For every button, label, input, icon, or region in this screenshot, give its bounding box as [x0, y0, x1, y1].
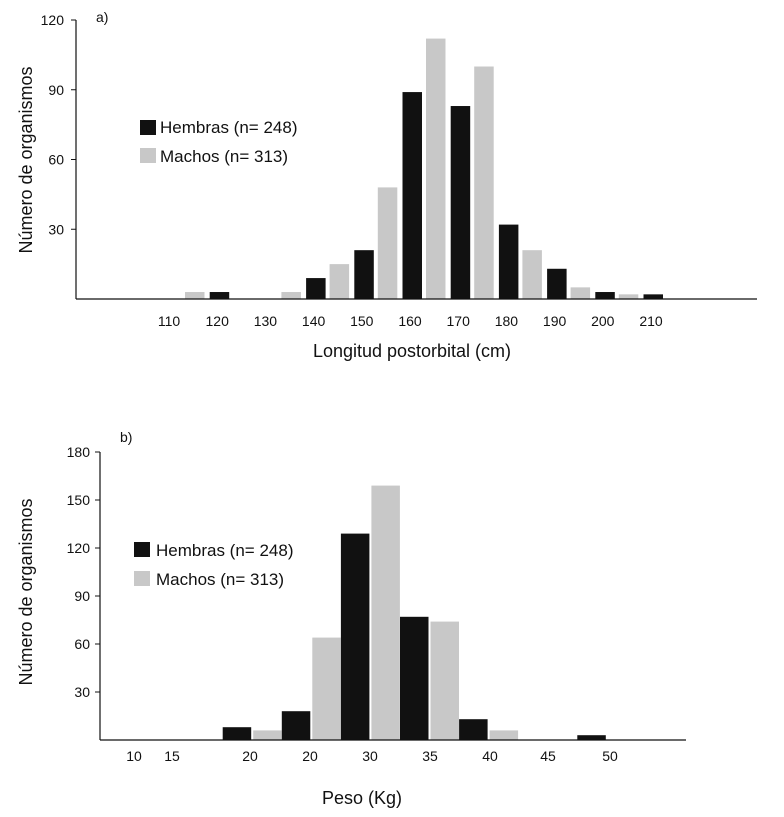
- legend-swatch-hembras-a: [140, 120, 156, 135]
- y-tick-label: 30: [48, 221, 64, 237]
- bar-hembras-180: [498, 224, 519, 299]
- x-tick-label: 20: [242, 748, 258, 764]
- x-axis-title-b: Peso (Kg): [322, 788, 402, 808]
- x-tick-label: 110: [158, 313, 181, 329]
- x-tick-label: 200: [591, 313, 615, 329]
- y-ticks-a: 30 60 90 120: [41, 12, 76, 237]
- y-axis-title-b: Número de organismos: [16, 498, 36, 685]
- chart-panel-b: b) Número de organismos Peso (Kg) 30 60 90…: [16, 429, 686, 808]
- y-tick-label: 60: [48, 152, 64, 168]
- x-ticks-b: 10 15 20 20 30 35 40 45 50: [126, 748, 618, 764]
- bar-hembras-160: [402, 92, 422, 299]
- bar-machos-30: [371, 485, 400, 740]
- bars-a: [185, 38, 663, 300]
- bar-hembras-190: [547, 268, 567, 299]
- bar-machos-35: [430, 621, 459, 740]
- x-tick-label: 120: [206, 313, 230, 329]
- x-tick-label: 180: [495, 313, 519, 329]
- x-tick-label: 50: [602, 748, 618, 764]
- x-tick-label: 35: [422, 748, 438, 764]
- bar-machos-140: [329, 264, 350, 299]
- x-ticks-a: 110 120 130 140 150 160 170 180 190 200 210: [158, 313, 663, 329]
- axes-a: [75, 20, 757, 300]
- x-tick-label: 160: [398, 313, 422, 329]
- bar-machos-190: [570, 287, 591, 299]
- x-tick-label: 10: [126, 748, 142, 764]
- y-ticks-b: 30 60 90 120 150 180: [67, 444, 100, 700]
- bar-hembras-170: [450, 106, 471, 300]
- x-tick-label: 190: [543, 313, 567, 329]
- bar-machos-20: [312, 637, 341, 740]
- y-tick-label: 30: [74, 684, 90, 700]
- axes-b: [99, 452, 686, 741]
- x-tick-label: 20: [302, 748, 318, 764]
- x-tick-label: 150: [350, 313, 374, 329]
- bar-machos-180: [522, 250, 542, 299]
- bar-machos-150: [377, 187, 398, 299]
- legend-b: Hembras (n= 248) Machos (n= 313): [134, 541, 293, 589]
- x-tick-label: 210: [639, 313, 663, 329]
- y-tick-label: 150: [67, 492, 91, 508]
- legend-label-hembras-b: Hembras (n= 248): [156, 541, 293, 560]
- x-axis-title-a: Longitud postorbital (cm): [313, 341, 511, 361]
- x-tick-label: 30: [362, 748, 378, 764]
- y-tick-label: 90: [74, 588, 90, 604]
- y-tick-label: 120: [67, 540, 91, 556]
- bar-hembras-200: [595, 292, 615, 299]
- legend-label-machos-a: Machos (n= 313): [160, 147, 288, 166]
- x-tick-label: 130: [254, 313, 278, 329]
- y-tick-label: 90: [48, 82, 64, 98]
- bar-machos-160: [426, 38, 446, 299]
- legend-swatch-machos-a: [140, 148, 156, 163]
- x-tick-label: 15: [164, 748, 180, 764]
- bar-hembras-210: [643, 294, 663, 299]
- x-tick-label: 40: [482, 748, 498, 764]
- y-tick-label: 60: [74, 636, 90, 652]
- bar-hembras-40: [459, 719, 488, 740]
- bar-hembras-150: [354, 250, 374, 299]
- y-tick-label: 180: [67, 444, 91, 460]
- legend-swatch-machos-b: [134, 571, 150, 586]
- bar-machos-130: [281, 292, 301, 299]
- legend-swatch-hembras-b: [134, 542, 150, 557]
- bar-hembras-20: [222, 727, 252, 740]
- bar-hembras-35: [400, 616, 429, 740]
- legend-label-machos-b: Machos (n= 313): [156, 570, 284, 589]
- bar-machos-200: [618, 294, 639, 299]
- bar-machos-20: [253, 730, 282, 740]
- x-tick-label: 45: [540, 748, 556, 764]
- bar-machos-40: [489, 730, 519, 740]
- chart-panel-a: a) Número de organismos Longitud postorb…: [16, 9, 757, 361]
- bars-b: [222, 485, 606, 740]
- legend-a: Hembras (n= 248) Machos (n= 313): [140, 118, 297, 166]
- x-tick-label: 170: [447, 313, 471, 329]
- bar-hembras-30: [340, 533, 370, 740]
- bar-hembras-140: [306, 278, 326, 299]
- panel-label-b: b): [120, 429, 132, 445]
- legend-label-hembras-a: Hembras (n= 248): [160, 118, 297, 137]
- bar-machos-170: [474, 66, 494, 299]
- panel-label-a: a): [96, 9, 108, 25]
- y-tick-label: 120: [41, 12, 65, 28]
- x-tick-label: 140: [302, 313, 326, 329]
- bar-machos-110: [185, 292, 205, 299]
- bar-hembras-20: [281, 711, 311, 740]
- bar-hembras-50: [577, 735, 606, 740]
- y-axis-title-a: Número de organismos: [16, 66, 36, 253]
- bar-hembras-120: [209, 292, 230, 299]
